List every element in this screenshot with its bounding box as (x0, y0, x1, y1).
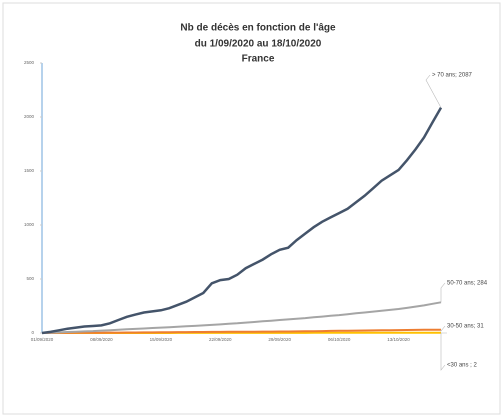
x-tick-label: 06/10/2020 (328, 337, 351, 342)
y-tick-label: 0 (31, 330, 34, 335)
y-tick-label: 2000 (24, 114, 35, 119)
leader-line (440, 325, 446, 332)
series-label: <30 ans ; 2 (447, 363, 478, 369)
chart-title: Nb de décès en fonction de l'âge (180, 23, 336, 34)
x-tick-label: 08/09/2020 (90, 337, 113, 342)
leader-line (440, 332, 446, 371)
series-label: 50-70 ans; 284 (447, 281, 488, 287)
x-tick-label: 01/09/2020 (31, 337, 54, 342)
x-tick-label: 15/09/2020 (150, 337, 173, 342)
line-series (41, 106, 443, 335)
series-label: 30-50 ans; 31 (447, 324, 484, 330)
y-tick-label: 1500 (24, 168, 35, 173)
leader-line (425, 74, 442, 108)
leader-line (440, 282, 446, 303)
line-series (42, 328, 442, 334)
chart-title: du 1/09/2020 au 18/10/2020 (195, 39, 322, 50)
x-tick-label: 29/09/2020 (268, 337, 291, 342)
x-tick-label: 13/10/2020 (387, 337, 410, 342)
series-label: > 70 ans; 2087 (432, 73, 473, 79)
y-tick-label: 1000 (24, 222, 35, 227)
y-tick-label: 2500 (24, 60, 35, 65)
x-tick-label: 22/09/2020 (209, 337, 232, 342)
chart-title: France (242, 54, 275, 65)
y-tick-label: 500 (26, 276, 34, 281)
line-series (41, 301, 442, 334)
